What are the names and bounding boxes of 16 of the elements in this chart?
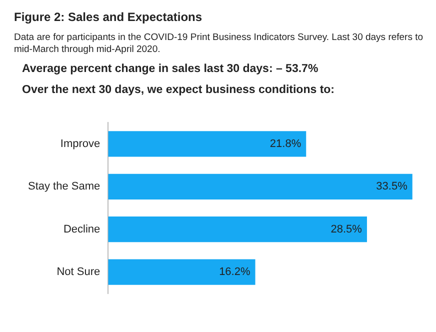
- chart-title: Figure 2: Sales and Expectations: [14, 10, 202, 24]
- bar: [108, 131, 306, 157]
- y-tick-label: Stay the Same: [28, 180, 100, 193]
- y-tick-label: Not Sure: [56, 266, 100, 278]
- data-label: 33.5%: [376, 180, 408, 193]
- bar: [108, 216, 367, 242]
- bar: [108, 259, 256, 285]
- y-tick-label: Improve: [60, 138, 100, 150]
- y-tick-label: Decline: [63, 223, 100, 236]
- bar: [108, 174, 412, 200]
- chart-subtitle: Data are for participants in the COVID-19 Print Business Indicators Survey. Last 30 days refers to mid-March through mid-April 2020.: [14, 32, 424, 56]
- data-label: 28.5%: [330, 223, 362, 236]
- data-label: 16.2%: [219, 266, 250, 278]
- text: Over the next 30 days, we expect business conditions to:: [22, 84, 335, 96]
- text: Average percent change in sales last 30 days: – 53.7%: [22, 63, 318, 75]
- data-label: 21.8%: [270, 138, 302, 150]
